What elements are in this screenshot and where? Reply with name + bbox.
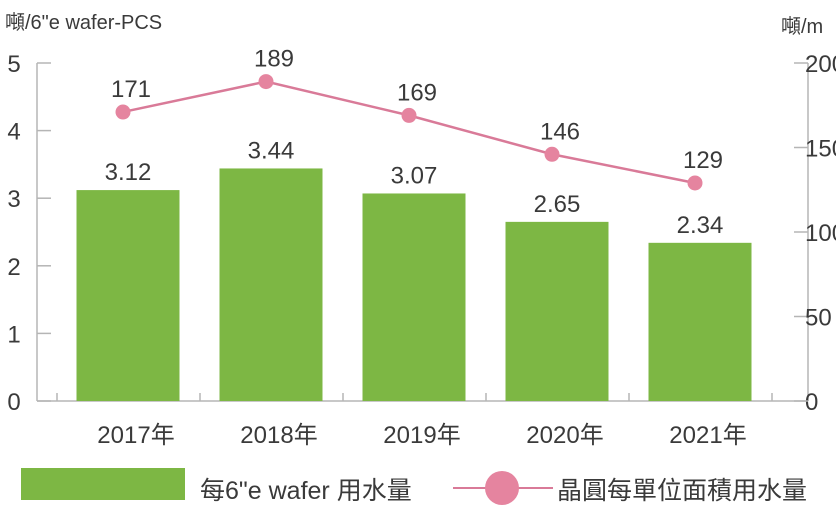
bar-value-label: 3.07 (391, 162, 438, 189)
line-point (115, 104, 131, 120)
x-tick-label: 2020年 (526, 422, 603, 449)
y-left-tick-label: 1 (7, 321, 20, 348)
legend-line-marker (485, 471, 519, 505)
bar (648, 242, 752, 401)
x-tick-label: 2018年 (240, 422, 317, 449)
y-axis-right-title: 噸/m (781, 15, 823, 38)
y-left-tick-label: 4 (7, 119, 20, 146)
y-right-tick-label: 0 (805, 389, 818, 416)
y-right-tick-label: 100 (805, 220, 836, 247)
y-right-tick-label: 150 (805, 136, 836, 163)
y-left-tick-label: 5 (7, 51, 20, 78)
bar (219, 168, 323, 401)
line-point (544, 146, 560, 162)
x-tick-labels: 2017年 2018年 2019年 2020年 2021年 (97, 422, 746, 449)
x-tick-label: 2019年 (383, 422, 460, 449)
bar-value-label: 3.12 (105, 159, 152, 186)
line-point (401, 107, 417, 123)
line-series: 171 189 169 146 129 (111, 46, 723, 191)
legend-bar-label: 每6"e wafer 用水量 (200, 477, 412, 505)
x-tick-label: 2017年 (97, 422, 174, 449)
bar-series: 3.12 3.44 3.07 2.65 2.34 (76, 137, 752, 401)
bar (362, 193, 466, 401)
line-value-label: 171 (111, 76, 151, 103)
line-point (258, 74, 274, 90)
bar-value-label: 2.65 (534, 191, 581, 218)
line-value-label: 189 (254, 46, 294, 73)
y-axis-left-title: 噸/6"e wafer-PCS (5, 11, 162, 34)
legend-line-label: 晶圓每單位面積用水量 (557, 477, 808, 505)
line-value-label: 169 (397, 79, 437, 106)
axes: 012345050100150200 (7, 51, 836, 416)
x-tick-label: 2021年 (669, 422, 746, 449)
line-point (687, 175, 703, 191)
y-left-tick-label: 0 (7, 389, 20, 416)
bar-value-label: 3.44 (248, 137, 295, 164)
y-right-tick-label: 50 (805, 305, 832, 332)
bar-value-label: 2.34 (677, 212, 724, 239)
line-value-label: 146 (540, 118, 580, 145)
y-left-tick-label: 3 (7, 186, 20, 213)
line-value-label: 129 (683, 147, 723, 174)
y-right-tick-label: 200 (805, 51, 836, 78)
legend: 每6"e wafer 用水量 晶圓每單位面積用水量 (0, 462, 836, 505)
legend-bar-swatch (21, 468, 185, 500)
bar (76, 190, 180, 401)
y-left-tick-label: 2 (7, 254, 20, 281)
bar (505, 221, 609, 401)
combo-chart: 噸/6"e wafer-PCS 噸/m 012345050100150200 3… (5, 11, 836, 449)
